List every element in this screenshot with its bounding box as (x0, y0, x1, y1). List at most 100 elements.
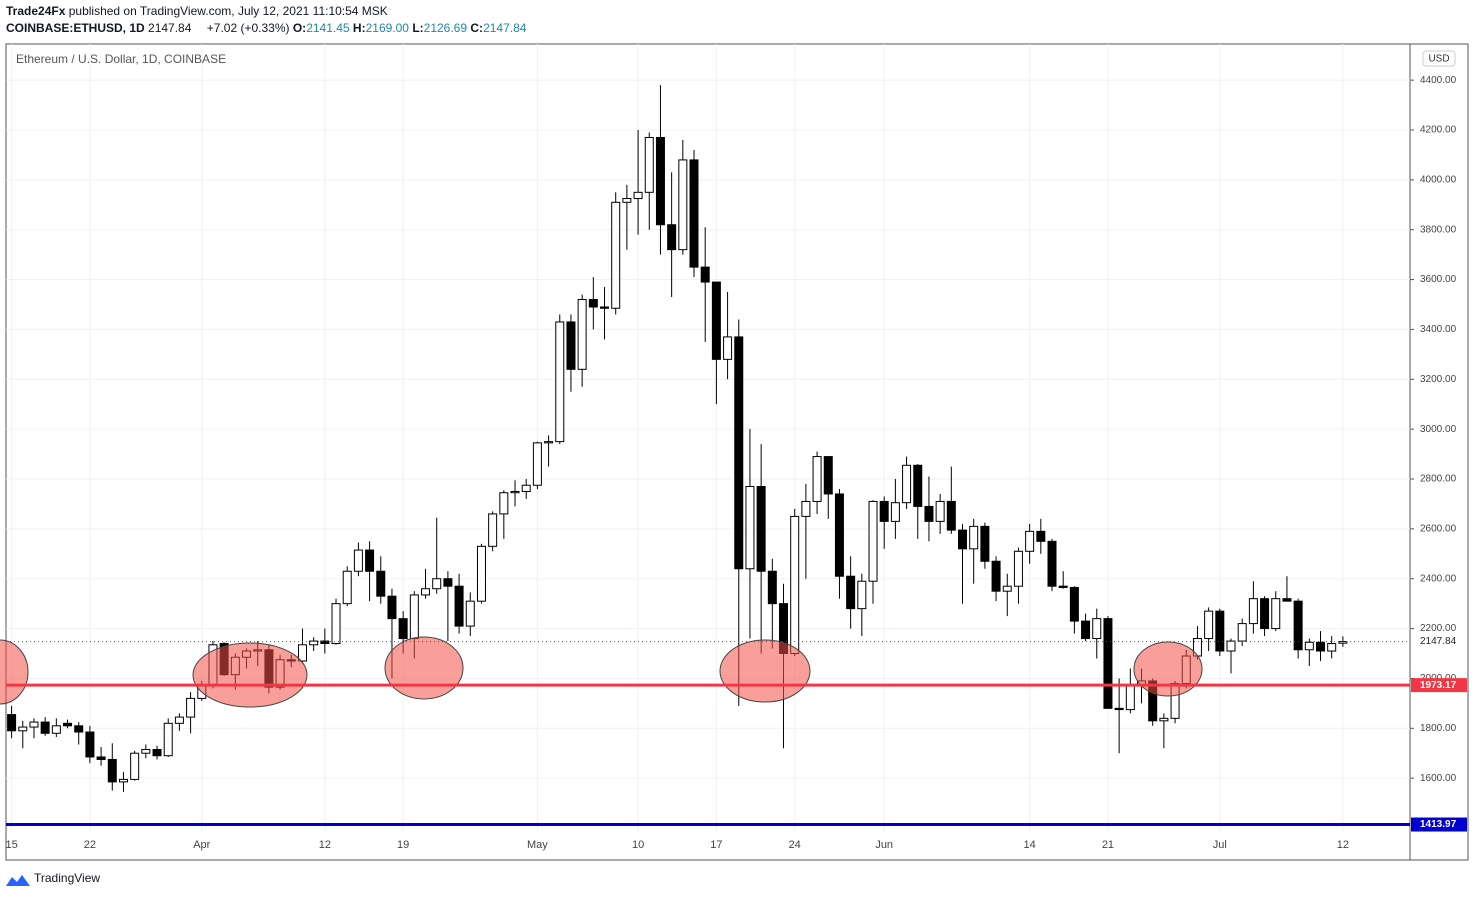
x-tick-label: 22 (84, 839, 96, 851)
candle-body (96, 756, 106, 760)
h: 2169.00 (366, 21, 410, 35)
candle-body (1237, 623, 1247, 642)
candle-body (555, 321, 565, 443)
candle-body (655, 136, 665, 226)
level-label: 1973.17 (1420, 680, 1457, 691)
candle-body (141, 748, 151, 754)
x-tick-label: 21 (1102, 839, 1114, 851)
candle-body (118, 778, 128, 783)
y-tick-label: 3400.00 (1420, 324, 1457, 335)
candle-body (365, 549, 375, 572)
x-tick-label: May (527, 839, 548, 851)
candle-body (767, 570, 777, 605)
candle-body (801, 500, 811, 517)
o: 2141.45 (306, 21, 350, 35)
candle-body (879, 500, 889, 522)
candle-body (577, 299, 587, 370)
candle-body (1226, 640, 1236, 652)
symbol: COINBASE:ETHUSD, 1D (6, 21, 145, 35)
candle-body (756, 485, 766, 572)
currency: USD (1428, 54, 1449, 65)
candle-body (488, 513, 498, 547)
candle-body (958, 529, 968, 550)
candle-body (1002, 585, 1012, 592)
o-label: O: (293, 21, 306, 35)
level-label-bg (1411, 817, 1467, 832)
highlight (0, 639, 29, 705)
author: Trade24Fx (6, 4, 66, 18)
y-tick-label: 2800.00 (1420, 474, 1457, 485)
candle-body (398, 618, 408, 640)
h-label: H: (353, 21, 366, 35)
candle-body (946, 500, 956, 531)
candle-body (510, 490, 520, 494)
candle-body (342, 570, 352, 605)
candle-body (723, 336, 733, 360)
c-label: C: (470, 21, 483, 35)
candle-body (600, 306, 610, 309)
chart-title: Ethereum / U.S. Dollar, 1D, COINBASE (16, 52, 226, 66)
candle-body (711, 281, 721, 360)
candle-body (1282, 598, 1292, 602)
candle-body (980, 525, 990, 562)
y-tick-label: 2600.00 (1420, 524, 1457, 535)
candle-body (29, 721, 39, 728)
candle-body (890, 502, 900, 522)
candle-body (1304, 641, 1314, 651)
x-tick-label: Jul (1213, 839, 1227, 851)
y-tick-label: 2200.00 (1420, 623, 1457, 634)
candle-body (476, 545, 486, 602)
candle-body (1327, 643, 1337, 652)
x-tick-label: 14 (1024, 839, 1036, 851)
x-tick-label: 12 (319, 839, 331, 851)
candle-body (1293, 600, 1303, 651)
candle-body (1058, 585, 1068, 588)
candle-body (1204, 610, 1214, 640)
y-tick-label: 4200.00 (1420, 125, 1457, 136)
candle-body (7, 714, 17, 732)
candle-body (969, 525, 979, 550)
candle-body (588, 299, 598, 308)
candle-body (823, 456, 833, 495)
candle-body (1260, 598, 1270, 630)
x-tick-label: 19 (397, 839, 409, 851)
candle-body (499, 492, 509, 515)
candle-body (40, 721, 50, 734)
candle-body (1047, 540, 1057, 587)
candle-body (1114, 707, 1124, 711)
currency-badge (1422, 50, 1456, 67)
highlight (1133, 641, 1203, 697)
candle-body (18, 726, 28, 732)
candle-body (387, 595, 397, 620)
candle-body (63, 722, 73, 727)
candle-body (74, 725, 84, 733)
highlight (384, 636, 464, 700)
candle-body (913, 464, 923, 507)
candle-body (644, 136, 654, 193)
l: 2126.69 (424, 21, 468, 35)
candle-body (678, 159, 688, 251)
annotations (0, 636, 1203, 708)
change: +7.02 (+0.33%) (207, 21, 290, 35)
candle-body (107, 758, 117, 783)
brand: TradingView (34, 871, 100, 885)
candle-body (1215, 610, 1225, 652)
candle-body (745, 485, 755, 570)
y-tick-label: 3800.00 (1420, 224, 1457, 235)
logo: TradingView (6, 871, 100, 886)
candle-body (544, 441, 554, 444)
y-tick-label: 4000.00 (1420, 175, 1457, 186)
candle-body (935, 500, 945, 522)
candle-body (667, 224, 677, 251)
highlight (719, 639, 811, 703)
x-tick-label: 15 (5, 839, 17, 851)
x-tick-label: 17 (710, 839, 722, 851)
candle-body (868, 500, 878, 582)
candle-body (532, 442, 542, 486)
candle-body (1316, 641, 1326, 652)
y-tick-label: 1800.00 (1420, 723, 1457, 734)
candle-body (152, 748, 162, 757)
candle-body (521, 484, 531, 492)
candle-body (924, 505, 934, 522)
